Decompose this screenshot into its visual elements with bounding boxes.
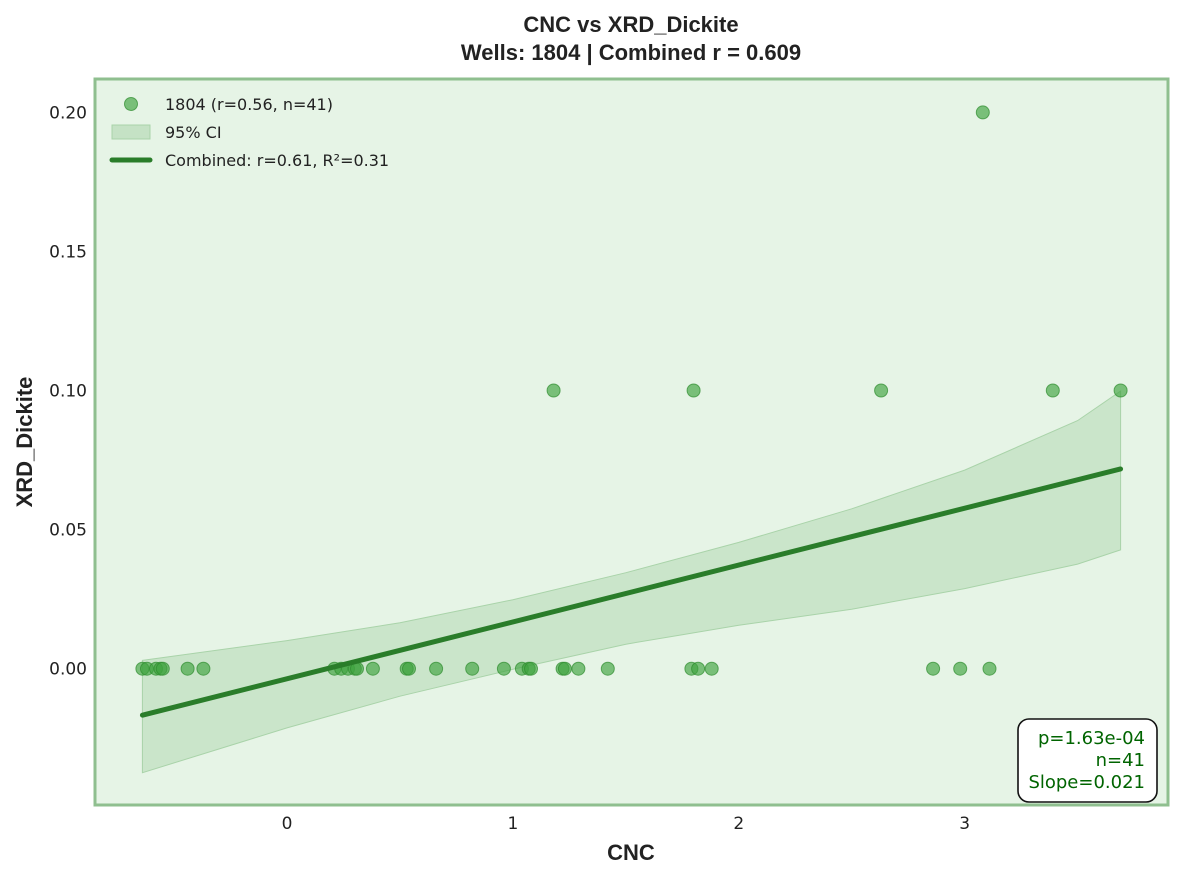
y-tick-label: 0.05: [49, 521, 87, 541]
x-tick-label: 2: [733, 814, 744, 834]
data-point: [402, 661, 416, 676]
chart-title: CNC vs XRD_Dickite: [523, 12, 738, 37]
legend-label: 1804 (r=0.56, n=41): [165, 95, 333, 114]
ci-band: [141, 390, 1122, 774]
data-point: [429, 661, 444, 676]
plot-frame: [93, 77, 1170, 807]
y-tick-label: 0.10: [49, 382, 87, 402]
data-point: [524, 661, 538, 676]
data-point: [686, 383, 701, 398]
x-tick-label: 0: [282, 814, 293, 834]
legend-marker-icon: [124, 97, 138, 111]
data-point: [600, 661, 615, 676]
data-point: [982, 661, 997, 676]
data-point: [926, 661, 941, 676]
data-point: [953, 661, 968, 676]
data-point: [496, 661, 511, 676]
data-point: [975, 105, 990, 120]
stats-line: Slope=0.021: [1028, 772, 1145, 793]
data-point: [196, 661, 211, 676]
data-point: [571, 661, 586, 676]
stats-line: n=41: [1096, 750, 1145, 771]
data-point: [155, 661, 170, 676]
plot-area: 0 1 2 3 0.00 0.05 0.10 0.15 0.20 1804 (r=0.56, n=…: [49, 77, 1170, 834]
data-point: [180, 661, 195, 676]
legend-label: Combined: r=0.61, R²=0.31: [165, 151, 389, 170]
regression-line: [139, 466, 1124, 718]
x-axis-label: CNC: [607, 840, 655, 865]
legend-label: 95% CI: [165, 123, 222, 142]
data-point: [874, 383, 889, 398]
stats-line: p=1.63e-04: [1038, 728, 1145, 749]
legend-band-icon: [111, 124, 151, 140]
y-axis-label: XRD_Dickite: [12, 377, 37, 508]
data-point: [1045, 383, 1060, 398]
data-point: [557, 661, 572, 676]
data-point: [365, 661, 380, 676]
chart-subtitle: Wells: 1804 | Combined r = 0.609: [461, 40, 801, 65]
data-point: [691, 661, 706, 676]
data-point: [704, 661, 719, 676]
y-tick-label: 0.15: [49, 242, 87, 262]
x-tick-label: 3: [959, 814, 970, 834]
x-tick-label: 1: [507, 814, 518, 834]
data-point: [1113, 383, 1128, 398]
y-tick-label: 0.00: [49, 660, 87, 680]
data-point: [465, 661, 480, 676]
data-point: [546, 383, 561, 398]
y-tick-label: 0.20: [49, 103, 87, 123]
stats-box: [1017, 718, 1158, 803]
